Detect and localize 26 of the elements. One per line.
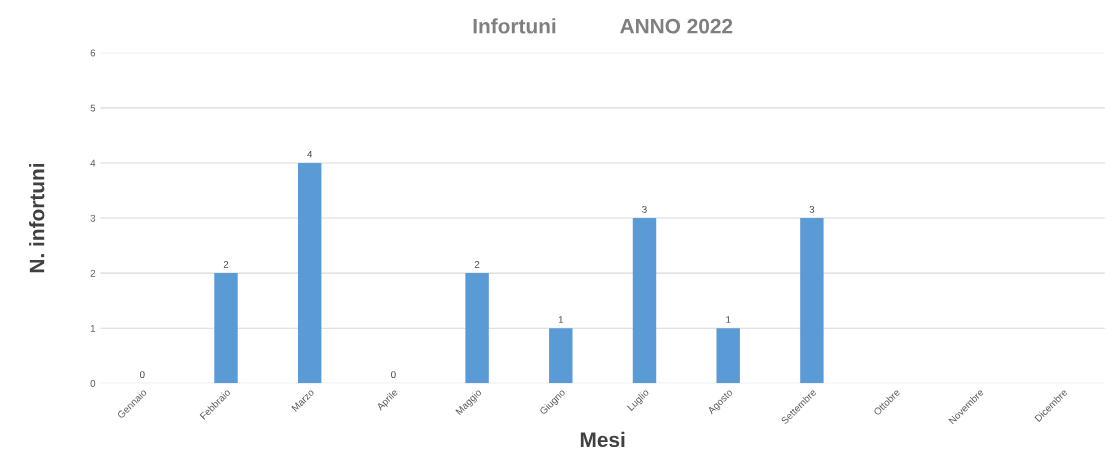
y-axis-title: N. infortuni xyxy=(29,163,45,273)
y-tick-label: 5 xyxy=(90,104,96,112)
data-label: 4 xyxy=(307,150,313,158)
y-tick-label: 4 xyxy=(90,159,96,167)
bar xyxy=(549,328,573,384)
data-label: 3 xyxy=(642,205,647,213)
data-label: 2 xyxy=(474,260,480,268)
chart-title: Infortuni ANNO 2022 xyxy=(473,18,733,34)
data-label: 0 xyxy=(391,371,396,379)
y-tick-label: 0 xyxy=(90,380,96,387)
bar xyxy=(800,218,824,384)
x-axis-title: Mesi xyxy=(580,431,625,448)
y-tick-label: 1 xyxy=(90,325,96,332)
data-label: 1 xyxy=(726,316,731,323)
data-label: 2 xyxy=(223,260,229,268)
data-label: 3 xyxy=(809,205,815,213)
bar xyxy=(214,273,238,384)
y-tick-label: 6 xyxy=(90,49,96,57)
bar xyxy=(297,162,322,384)
bar xyxy=(632,218,657,384)
bar xyxy=(465,273,489,384)
bar xyxy=(716,328,740,384)
y-tick-label: 2 xyxy=(90,269,96,277)
data-label: 1 xyxy=(558,316,564,323)
data-label: 0 xyxy=(139,371,145,379)
y-tick-label: 3 xyxy=(90,214,96,222)
